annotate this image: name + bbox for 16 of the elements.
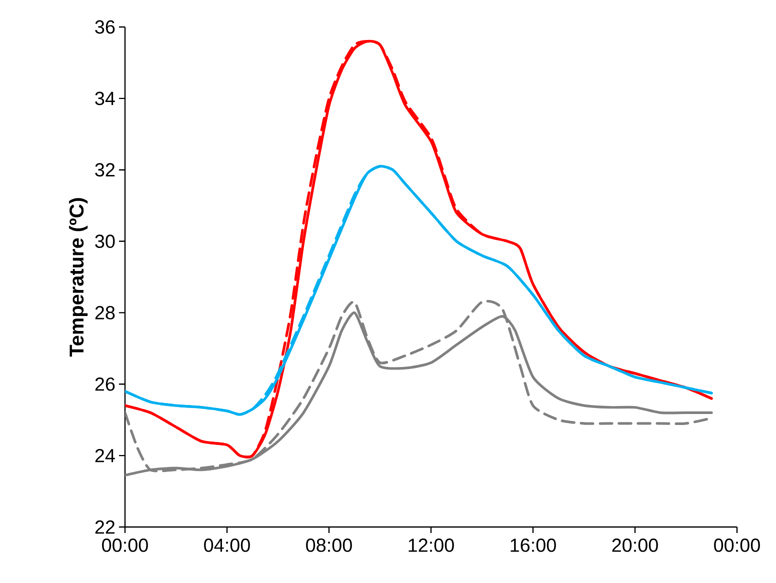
x-tick-label: 12:00 [408, 538, 454, 552]
x-tick-label: 20:00 [612, 538, 658, 552]
y-axis-title: Temperature (ºC) [69, 198, 88, 357]
y-tick-label: 28 [95, 306, 115, 320]
x-tick-label: 00:00 [714, 538, 760, 552]
x-tick-label: 08:00 [306, 538, 352, 552]
y-tick-label: 22 [95, 520, 115, 534]
y-tick-label: 24 [95, 448, 115, 462]
y-tick-label: 34 [95, 92, 115, 106]
y-tick-label: 26 [95, 377, 115, 391]
x-tick-label: 04:00 [204, 538, 250, 552]
y-tick-label: 32 [95, 163, 115, 177]
x-tick-label: 16:00 [510, 538, 556, 552]
x-tick-label: 00:00 [102, 538, 148, 552]
y-tick-label: 36 [95, 20, 115, 34]
y-tick-label: 30 [95, 234, 115, 248]
